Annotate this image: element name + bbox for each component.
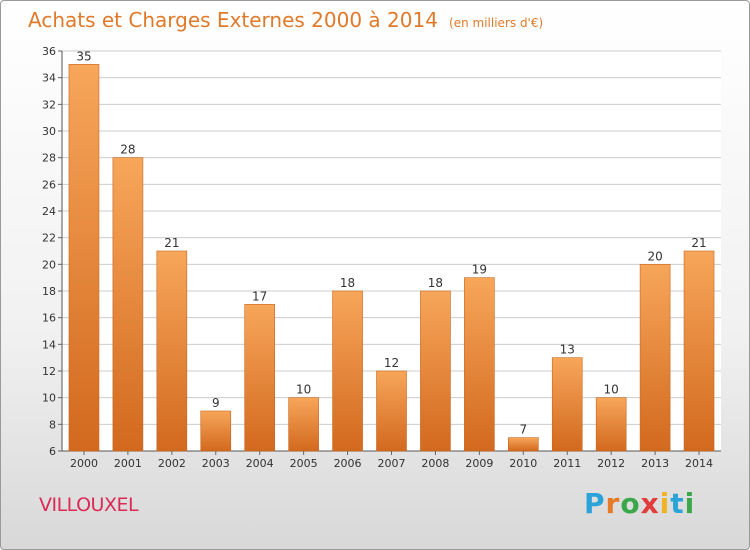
- y-tick-label: 32: [42, 98, 56, 111]
- x-tick-label: 2007: [378, 457, 406, 470]
- x-tick-label: 2003: [202, 457, 230, 470]
- data-label: 9: [212, 396, 220, 410]
- bar: [332, 290, 363, 452]
- x-tick-label: 2000: [70, 457, 98, 470]
- bar: [112, 157, 144, 452]
- y-tick-label: 8: [49, 418, 56, 431]
- x-tick-label: 2005: [290, 457, 318, 470]
- bar: [420, 290, 451, 452]
- y-tick-label: 18: [42, 285, 56, 298]
- y-tick-label: 22: [42, 232, 56, 245]
- x-tick-label: 2002: [158, 457, 186, 470]
- logo-letter: i: [659, 487, 671, 520]
- chart-title: Achats et Charges Externes 2000 à 2014 (…: [28, 8, 543, 32]
- logo-letter: t: [670, 487, 685, 520]
- logo-letter: x: [640, 487, 660, 520]
- y-tick-label: 20: [42, 258, 56, 271]
- data-label: 21: [164, 236, 179, 250]
- title-main: Achats et Charges Externes 2000 à 2014: [28, 8, 438, 32]
- data-label: 28: [120, 143, 135, 157]
- data-label: 10: [604, 383, 619, 397]
- x-tick-label: 2014: [685, 457, 713, 470]
- data-label: 12: [384, 356, 399, 370]
- bar: [156, 250, 188, 452]
- x-tick-label: 2009: [465, 457, 493, 470]
- bar: [507, 437, 539, 452]
- logo-letter: i: [684, 487, 696, 520]
- x-tick-label: 2013: [641, 457, 669, 470]
- bar: [639, 264, 671, 452]
- logo-letter: P: [584, 487, 606, 520]
- y-tick-label: 28: [42, 152, 56, 165]
- bar: [551, 357, 583, 452]
- y-tick-label: 10: [42, 392, 56, 405]
- y-tick-label: 24: [42, 205, 56, 218]
- x-tick-label: 2001: [114, 457, 142, 470]
- data-label: 20: [647, 249, 662, 263]
- bar: [376, 370, 407, 452]
- proxiti-logo: Proxiti: [584, 487, 695, 520]
- y-tick-label: 6: [49, 445, 56, 458]
- y-tick-label: 30: [42, 125, 56, 138]
- x-tick-label: 2004: [246, 457, 274, 470]
- data-label: 18: [340, 276, 355, 290]
- y-tick-label: 34: [42, 72, 56, 85]
- x-tick-label: 2010: [509, 457, 537, 470]
- y-tick-label: 26: [42, 178, 56, 191]
- bar: [200, 410, 232, 452]
- data-label: 19: [472, 263, 487, 277]
- x-tick-label: 2012: [597, 457, 625, 470]
- data-label: 17: [252, 289, 267, 303]
- data-label: 13: [560, 343, 575, 357]
- data-label: 7: [519, 423, 527, 437]
- y-tick-label: 36: [42, 45, 56, 58]
- bar: [683, 250, 715, 452]
- title-unit: (en milliers d'€): [449, 16, 544, 30]
- data-label: 10: [296, 383, 311, 397]
- bar: [595, 397, 627, 452]
- logo-letter: r: [605, 487, 621, 520]
- y-tick-label: 16: [42, 312, 56, 325]
- bar: [288, 397, 319, 452]
- logo-letter: o: [620, 487, 641, 520]
- bar: [68, 64, 100, 452]
- x-tick-label: 2011: [553, 457, 581, 470]
- x-tick-label: 2006: [334, 457, 362, 470]
- data-label: 18: [428, 276, 443, 290]
- y-tick-label: 14: [42, 338, 56, 351]
- data-label: 21: [691, 236, 706, 250]
- data-label: 35: [76, 49, 91, 63]
- bar: [464, 277, 495, 452]
- y-tick-label: 12: [42, 365, 56, 378]
- x-tick-label: 2008: [421, 457, 449, 470]
- bar: [244, 304, 275, 452]
- city-name: VILLOUXEL: [39, 494, 139, 516]
